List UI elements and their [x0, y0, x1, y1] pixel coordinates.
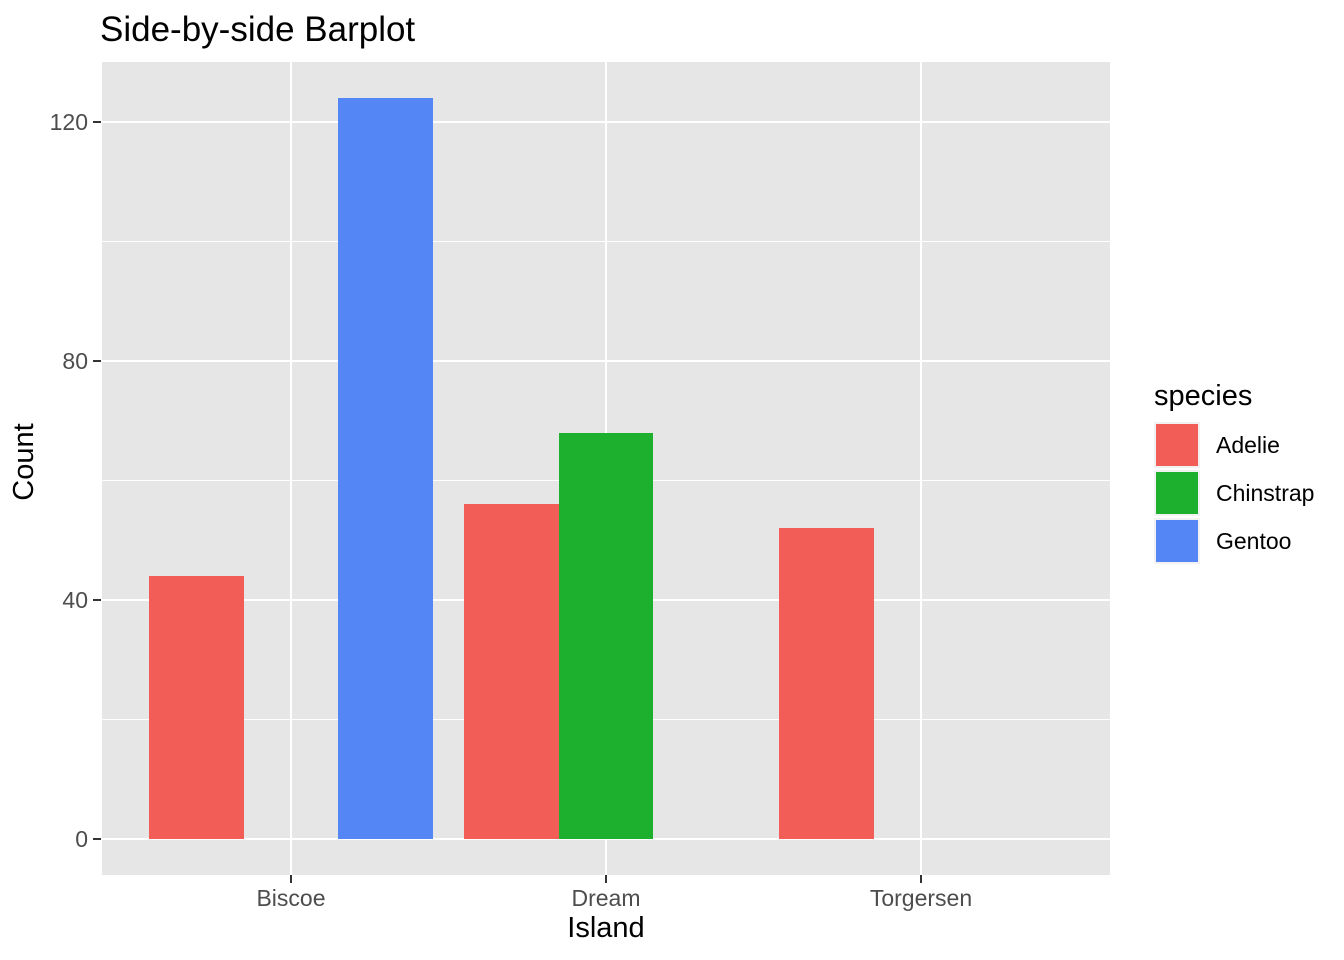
x-tick-biscoe [290, 875, 292, 883]
gridline-major-x-biscoe [290, 62, 292, 875]
y-tick-label-0: 0 [75, 826, 88, 852]
y-tick-40 [93, 599, 101, 601]
legend-title: species [1154, 380, 1253, 412]
y-axis-title: Count [8, 423, 40, 501]
legend-label-gentoo: Gentoo [1216, 527, 1292, 554]
y-tick-80 [93, 360, 101, 362]
legend-entry-gentoo: Gentoo [1154, 518, 1340, 564]
x-tick-label-biscoe: Biscoe [256, 885, 326, 911]
bar-dream-adelie [464, 504, 559, 839]
legend-key-chinstrap-swatch [1154, 470, 1200, 516]
plot-panel [102, 62, 1110, 875]
gridline-major-x-torgersen [920, 62, 922, 875]
legend-label-adelie: Adelie [1216, 431, 1280, 458]
x-tick-dream [605, 875, 607, 883]
legend-key-adelie-swatch [1154, 422, 1200, 468]
legend-label-chinstrap: Chinstrap [1216, 479, 1315, 506]
legend-entries: Adelie Chinstrap Gentoo [1154, 422, 1340, 564]
legend-entry-adelie: Adelie [1154, 422, 1340, 468]
bar-biscoe-gentoo [338, 98, 433, 839]
x-tick-label-torgersen: Torgersen [869, 885, 973, 911]
y-tick-label-80: 80 [62, 348, 88, 374]
x-axis-title: Island [567, 912, 645, 944]
x-tick-torgersen [920, 875, 922, 883]
x-tick-label-dream: Dream [571, 885, 641, 911]
legend-entry-chinstrap: Chinstrap [1154, 470, 1340, 516]
legend-key-gentoo-swatch [1154, 518, 1200, 564]
bar-dream-chinstrap [558, 432, 654, 839]
bar-biscoe-adelie [149, 576, 244, 839]
y-tick-label-40: 40 [62, 587, 88, 613]
bar-torgersen-adelie [779, 528, 874, 839]
y-tick-label-120: 120 [49, 109, 88, 135]
chart-title: Side-by-side Barplot [100, 10, 416, 49]
legend: species Adelie Chinstrap Gentoo [1154, 380, 1340, 566]
y-tick-0 [93, 838, 101, 840]
y-tick-120 [93, 121, 101, 123]
